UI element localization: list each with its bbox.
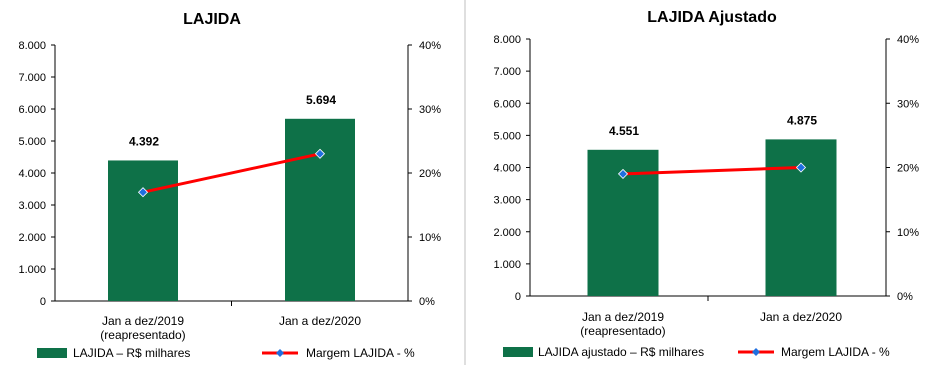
chart2-margin-line — [622, 166, 802, 176]
chart2-y-tick-label: 2.000 — [493, 227, 521, 239]
chart2-y-tick-label: 4.000 — [493, 163, 521, 175]
chart1-category-label: Jan a dez/2019 — [102, 314, 184, 328]
chart2-y2-tick-label: 40% — [897, 34, 919, 46]
chart2-legend-line-marker — [752, 348, 760, 356]
chart2-bar-value-label: 4.875 — [787, 113, 817, 127]
chart2-y2-tick-label: 0% — [897, 291, 913, 303]
chart1-margin-point — [314, 148, 326, 159]
chart1-y-tick-label: 7.000 — [18, 72, 46, 84]
chart2-y-tick-label: 3.000 — [493, 195, 521, 207]
chart2-bar-value-label: 4.551 — [609, 124, 639, 138]
chart2-margin-point — [617, 168, 629, 179]
chart1-y2-tick-label: 30% — [419, 104, 441, 116]
chart1-category-label: (reapresentado) — [100, 328, 185, 342]
chart1-y-tick-label: 2.000 — [18, 232, 46, 244]
chart2-y-tick-label: 5.000 — [493, 130, 521, 142]
chart2-legend-bar-label: LAJIDA ajustado – R$ milhares — [538, 345, 704, 359]
chart1-y2-tick-label: 20% — [419, 168, 441, 180]
chart1-legend-bar-label: LAJIDA – R$ milhares — [73, 346, 190, 360]
chart1-y2-tick-label: 40% — [419, 40, 441, 52]
chart1-legend-line-marker — [276, 349, 284, 357]
chart2-y-tick-label: 8.000 — [493, 34, 521, 46]
chart1-legend-bar-swatch — [37, 348, 67, 358]
chart1-y2-tick-label: 0% — [419, 296, 435, 308]
chart2-title: LAJIDA Ajustado — [647, 9, 777, 26]
chart1-y-tick-label: 5.000 — [18, 136, 46, 148]
chart1-y-tick-label: 6.000 — [18, 104, 46, 116]
chart1-margin-point — [137, 187, 149, 198]
chart2-category-label: (reapresentado) — [580, 324, 665, 338]
chart2-y2-tick-label: 30% — [897, 98, 919, 110]
chart1-y2-tick-label: 10% — [419, 232, 441, 244]
chart1-y-tick-label: 4.000 — [18, 168, 46, 180]
chart2-category-label: Jan a dez/2020 — [760, 310, 842, 324]
chart1-y-tick-label: 8.000 — [18, 40, 46, 52]
chart1-bar-value-label: 4.392 — [129, 134, 159, 148]
chart1-bar — [285, 118, 355, 302]
chart1-legend-line-label: Margem LAJIDA - % — [306, 346, 415, 360]
chart1-y-tick-label: 3.000 — [18, 200, 46, 212]
chart2-legend-line-label: Margem LAJIDA - % — [781, 345, 890, 359]
chart2-y-tick-label: 0 — [515, 291, 521, 303]
chart1-margin-line — [142, 152, 321, 194]
chart2-y-tick-label: 6.000 — [493, 98, 521, 110]
chart2-y2-tick-label: 20% — [897, 163, 919, 175]
chart1-y-tick-label: 1.000 — [18, 264, 46, 276]
chart2-y-tick-label: 7.000 — [493, 66, 521, 78]
chart2-y-tick-label: 1.000 — [493, 259, 521, 271]
chart1-y-tick-label: 0 — [40, 296, 46, 308]
chart2-category-label: Jan a dez/2019 — [582, 310, 664, 324]
chart2-margin-point — [795, 162, 807, 173]
chart1-bar-value-label: 5.694 — [306, 93, 336, 107]
chart2-legend-bar-swatch — [503, 347, 533, 357]
chart1-title: LAJIDA — [183, 11, 241, 28]
chart1-category-label: Jan a dez/2020 — [279, 314, 361, 328]
chart2-y2-tick-label: 10% — [897, 227, 919, 239]
chart1-bar — [108, 160, 178, 301]
